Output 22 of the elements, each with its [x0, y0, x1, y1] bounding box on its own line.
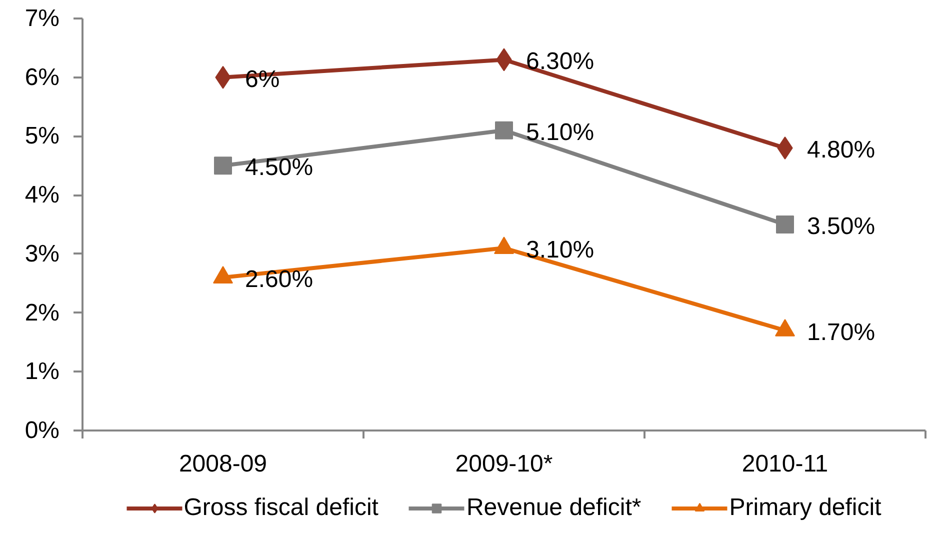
x-tick-label: 2010-11 [742, 450, 828, 478]
data-label: 4.50% [245, 154, 314, 182]
x-tick-label: 2008-09 [178, 450, 268, 478]
legend-label: Gross fiscal deficit [184, 494, 378, 522]
data-label: 3.50% [807, 213, 876, 240]
y-tick-label: 6% [24, 64, 60, 91]
data-label: 2.60% [245, 266, 314, 293]
data-label: 6.30% [526, 48, 594, 76]
y-tick-label: 7% [24, 5, 60, 32]
x-tick-label: 2009-10* [455, 450, 553, 478]
y-tick-label: 3% [24, 240, 60, 268]
data-label: 5.10% [526, 118, 594, 146]
y-tick-label: 1% [24, 358, 60, 386]
y-tick-label: 0% [24, 417, 60, 444]
y-tick-label: 4% [24, 182, 60, 209]
y-tick-label: 5% [24, 122, 60, 150]
y-tick-label: 2% [24, 299, 60, 326]
legend-label: Revenue deficit* [466, 494, 642, 522]
data-label: 1.70% [807, 318, 876, 346]
legend-label: Primary deficit [729, 494, 882, 522]
data-label: 3.10% [526, 236, 594, 264]
data-label: 4.80% [807, 136, 876, 164]
